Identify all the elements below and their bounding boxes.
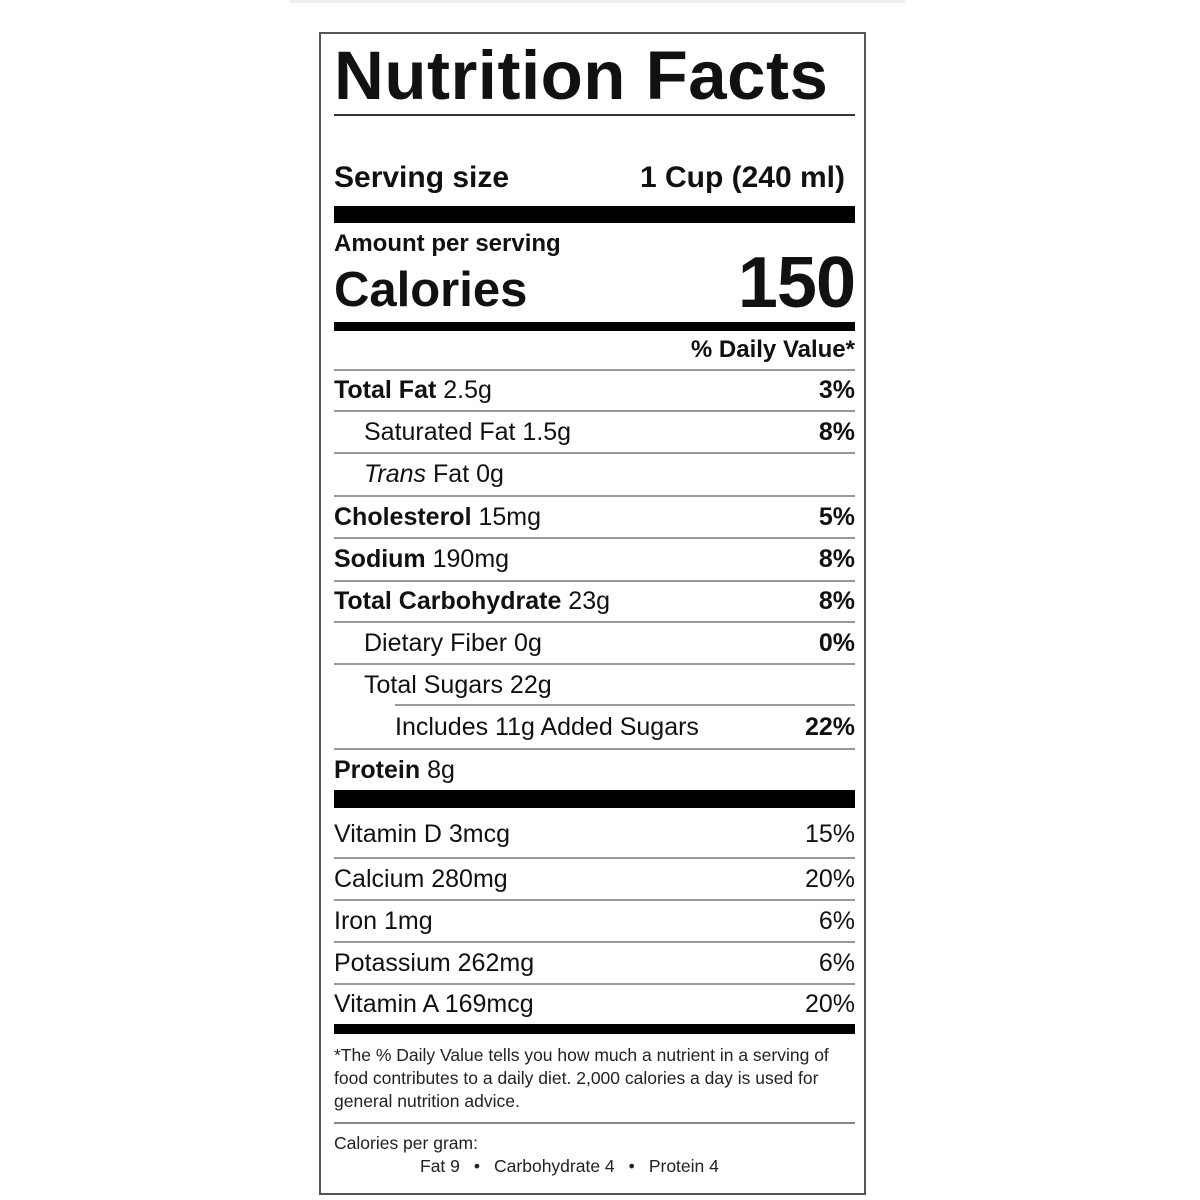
- nutrient-name: Protein: [334, 755, 421, 784]
- nutrient-dv: 22%: [804, 712, 855, 741]
- nutrient-row-total-sugars: Total Sugars 22g: [334, 663, 855, 705]
- vitamin-name: Vitamin A 169mcg: [334, 990, 534, 1018]
- medium-bar: [334, 1024, 855, 1034]
- footnote-rule: [334, 1122, 855, 1124]
- fat-calories: Fat 9: [420, 1156, 460, 1176]
- added-sugars-rule: [395, 704, 855, 706]
- nutrient-amount: 8g: [427, 755, 455, 784]
- nutrient-dv: 8%: [818, 417, 855, 446]
- nutrient-row-sodium: Sodium 190mg 8%: [334, 537, 855, 580]
- nutrient-row-trans-fat: Trans Fat 0g: [334, 452, 855, 495]
- nutrient-row-added-sugars: Includes 11g Added Sugars 22%: [334, 706, 855, 748]
- nutrient-name: Fat 0g: [433, 460, 504, 488]
- bullet-separator: •: [473, 1156, 481, 1176]
- thick-bar: [334, 206, 855, 223]
- nutrient-row-saturated-fat: Saturated Fat 1.5g 8%: [334, 410, 855, 452]
- vitamin-dv: 20%: [804, 864, 855, 893]
- calories-row: Calories 150: [334, 244, 856, 322]
- calories-label: Calories: [334, 263, 528, 317]
- medium-bar: [334, 322, 855, 331]
- vitamin-name: Calcium 280mg: [334, 864, 508, 893]
- vitamin-dv: 6%: [818, 948, 855, 977]
- nutrient-dv: 8%: [818, 545, 855, 573]
- protein-calories: Protein 4: [648, 1156, 719, 1176]
- carbohydrate-calories: Carbohydrate 4: [494, 1156, 615, 1176]
- nutrient-name: Dietary Fiber 0g: [364, 628, 542, 657]
- vitamin-name: Potassium 262mg: [334, 948, 535, 977]
- vitamin-row: Vitamin A 169mcg 20%: [334, 983, 855, 1024]
- nutrient-row-protein: Protein 8g: [334, 748, 855, 790]
- daily-value-header: % Daily Value*: [690, 336, 855, 363]
- nutrient-name: Sodium: [334, 545, 426, 573]
- calories-per-gram: Calories per gram: Fat 9 • Carbohydrate 4 •…: [334, 1132, 855, 1178]
- nutrient-name: Includes 11g Added Sugars: [395, 712, 699, 741]
- vitamin-name: Vitamin D 3mcg: [334, 820, 510, 848]
- vitamin-dv: 20%: [804, 990, 855, 1018]
- title-rule: [334, 114, 855, 116]
- nutrient-amount: 190mg: [432, 545, 510, 573]
- nutrient-row-dietary-fiber: Dietary Fiber 0g 0%: [334, 621, 855, 663]
- vitamin-dv: 15%: [804, 820, 855, 848]
- nutrient-dv: 8%: [818, 587, 855, 615]
- nutrient-name: Total Carbohydrate: [334, 587, 562, 615]
- bullet-separator: •: [628, 1156, 635, 1176]
- nutrient-amount: 23g: [568, 587, 611, 615]
- nutrient-name: Total Fat: [334, 376, 437, 404]
- serving-size-row: Serving size 1 Cup (240 ml): [334, 158, 855, 198]
- amount-per-serving: Amount per serving: [334, 230, 561, 257]
- nutrient-row-cholesterol: Cholesterol 15mg 5%: [334, 495, 855, 537]
- nutrient-dv: 3%: [818, 376, 855, 404]
- serving-size-value: 1 Cup (240 ml): [639, 161, 845, 194]
- nutrient-amount: 2.5g: [443, 376, 492, 404]
- nutrient-name-italic: Trans: [364, 460, 427, 488]
- nutrient-dv: 5%: [818, 502, 855, 531]
- vitamin-name: Iron 1mg: [334, 906, 433, 935]
- nutrient-name: Total Sugars 22g: [364, 670, 552, 699]
- nutrient-row-total-fat: Total Fat 2.5g 3%: [334, 369, 855, 410]
- calories-value: 150: [737, 243, 856, 323]
- vitamin-row: Calcium 280mg 20%: [334, 857, 855, 899]
- nutrient-name: Saturated Fat 1.5g: [364, 417, 572, 446]
- label-title: Nutrition Facts: [334, 37, 829, 114]
- nutrient-amount: 15mg: [478, 502, 542, 531]
- vitamin-row: Potassium 262mg 6%: [334, 941, 855, 983]
- nutrient-dv: 0%: [818, 628, 855, 657]
- calories-per-gram-label: Calories per gram:: [334, 1133, 478, 1153]
- vitamin-dv: 6%: [818, 906, 855, 935]
- footnote: *The % Daily Value tells you how much a …: [334, 1045, 829, 1111]
- nutrition-label-frame: [319, 32, 866, 1195]
- nutrient-row-total-carbohydrate: Total Carbohydrate 23g 8%: [334, 580, 855, 621]
- vitamin-row: Vitamin D 3mcg 15%: [334, 812, 855, 857]
- nutrient-name: Cholesterol: [334, 502, 472, 531]
- serving-size-label: Serving size: [334, 161, 510, 194]
- thick-bar: [334, 790, 855, 808]
- top-divider: [290, 0, 906, 3]
- vitamin-row: Iron 1mg 6%: [334, 899, 855, 941]
